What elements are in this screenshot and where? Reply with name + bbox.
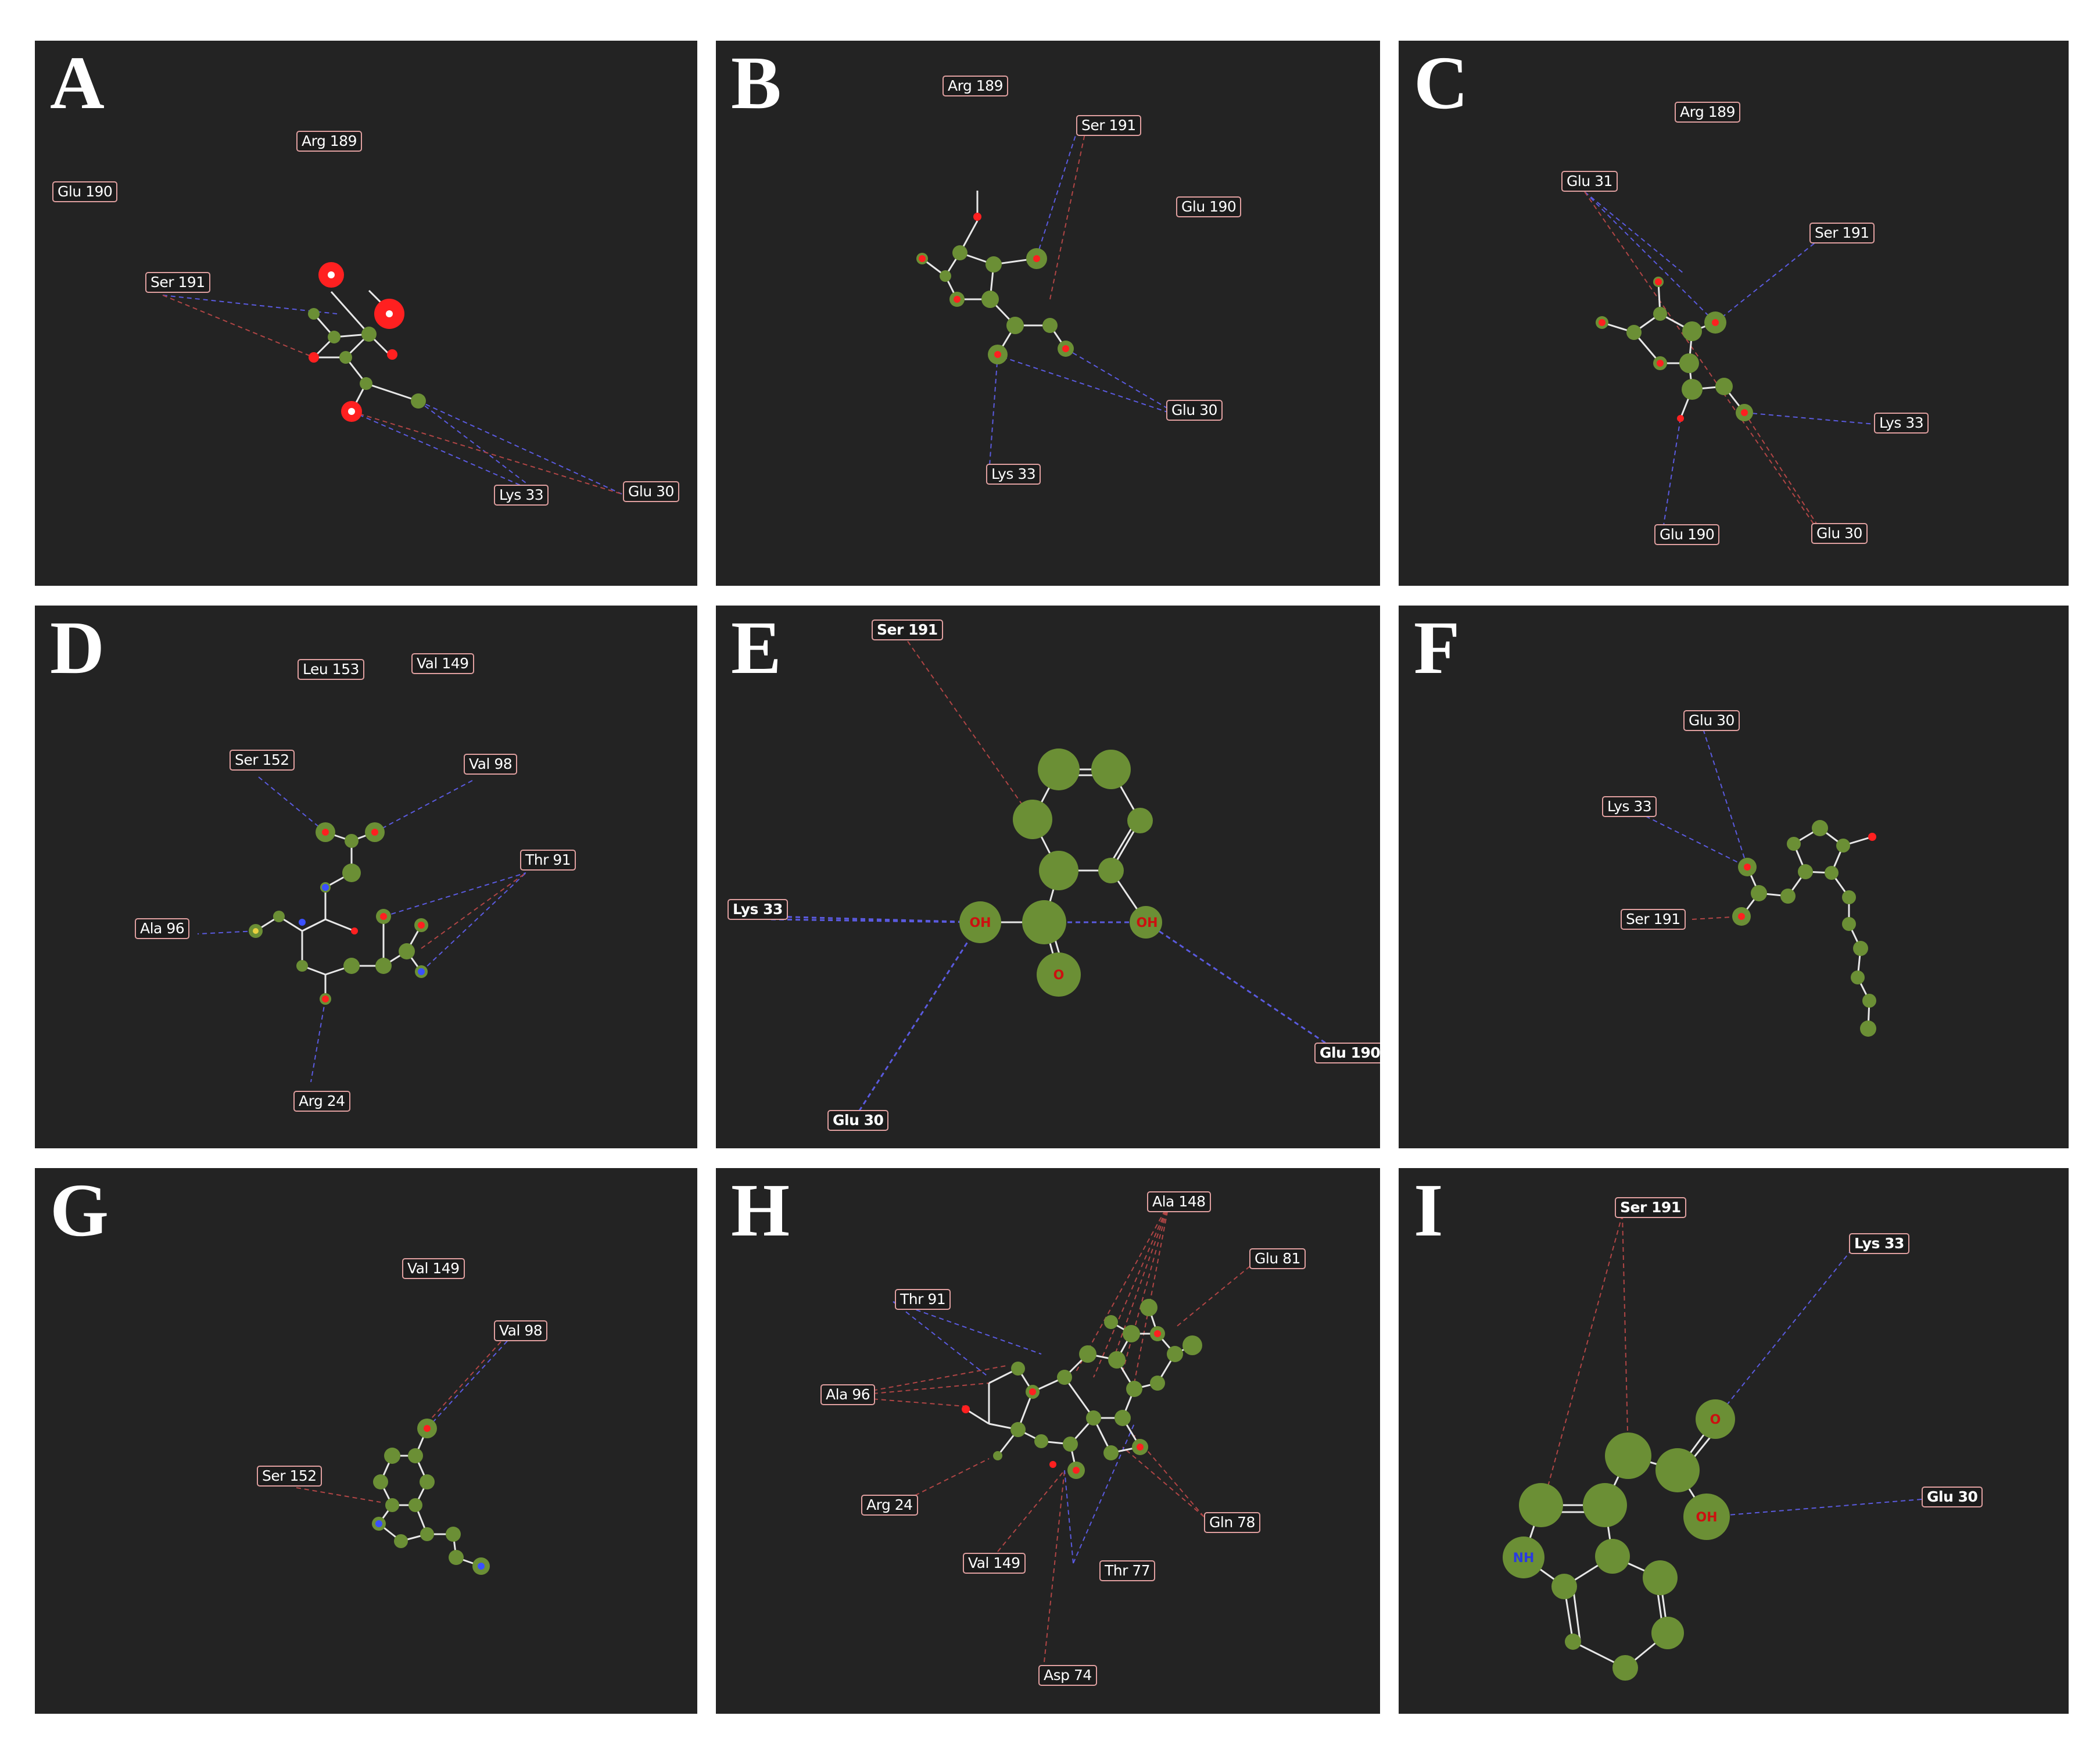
ligand-diagram-f [1630,721,1876,1037]
residue-label: Thr 91 [520,850,576,871]
residue-label: Val 98 [494,1320,548,1341]
residue-label: Val 98 [464,754,518,775]
panel-letter: H [731,1169,790,1252]
panel-letter: D [50,606,105,690]
panel-letter: A [50,41,105,125]
residue-label: Ser 191 [1809,223,1875,243]
residue-label: Glu 30 [1811,523,1868,544]
residue-label: Ser 191 [872,619,943,640]
panel-d: D Leu 153 Val 149 Ser 152 Val 98 Thr 91 … [35,606,697,1148]
residue-label: Glu 30 [1683,710,1740,731]
residue-label: Asp 74 [1038,1665,1097,1686]
residue-label: Glu 30 [623,481,679,502]
panel-letter: C [1414,41,1468,125]
residue-label: Lys 33 [986,464,1041,485]
ligand-diagram-b [916,133,1176,474]
residue-label: Ala 96 [135,918,190,939]
residue-label: Arg 189 [943,76,1008,96]
panel-b: B Arg 189 Ser 191 Glu 190 Glu 30 Lys 33 [716,41,1380,586]
atom-label: O [1053,968,1065,983]
ligand-diagram-c [1584,191,1876,529]
panel-letter: E [731,606,782,690]
atom-label: OH [1136,916,1157,930]
residue-label: Leu 153 [298,659,364,680]
panel-letter: F [1414,606,1460,690]
residue-label: Ala 148 [1147,1191,1211,1212]
panel-a: A Arg 189 Glu 190 Ser 191 Lys 33 Glu 30 [35,41,697,586]
residue-label: Lys 33 [1849,1233,1909,1254]
atom-label: NH [1513,1551,1535,1566]
ligand-diagram-d [197,776,526,1083]
residue-label: Glu 30 [1166,400,1223,421]
residue-label: Glu 31 [1561,171,1618,192]
residue-label: Glu 81 [1249,1248,1306,1269]
panel-letter: B [731,41,782,125]
residue-label: Lys 33 [1602,796,1657,817]
residue-label: Thr 77 [1099,1560,1156,1581]
residue-label: Glu 30 [1922,1487,1983,1507]
residue-label: Ser 191 [1076,115,1141,136]
ligand-diagram-i: O OH NH [1503,1214,1922,1681]
ligand-diagram-e: OH OH O [771,634,1341,1118]
residue-label: Ser 191 [1615,1197,1686,1218]
residue-label: Ala 96 [820,1384,876,1405]
residue-label: Glu 30 [827,1110,889,1131]
ligand-diagram-h [840,1202,1257,1663]
residue-label: Ser 191 [145,272,210,293]
residue-label: Gln 78 [1204,1512,1260,1533]
residue-label: Ser 191 [1621,909,1686,930]
residue-label: Lys 33 [1874,413,1929,434]
ligand-diagram-a [162,262,622,495]
residue-label: Glu 190 [1176,196,1242,217]
panel-g: G Val 149 Val 98 Ser 152 [35,1168,697,1714]
residue-label: Glu 190 [1314,1043,1380,1063]
residue-label: Glu 190 [1654,524,1720,545]
residue-label: Lys 33 [494,485,549,506]
residue-label: Val 149 [402,1258,465,1279]
panel-i: O OH NH I Ser 191 Lys 33 Glu 30 [1399,1168,2069,1714]
atom-label: OH [1696,1510,1717,1525]
residue-label: Thr 91 [895,1289,951,1310]
residue-label: Val 149 [963,1553,1026,1574]
residue-label: Glu 190 [52,181,118,202]
panel-c: C Arg 189 Glu 31 Ser 191 Lys 33 Glu 190 … [1399,41,2069,586]
residue-label: Arg 24 [861,1495,918,1516]
ligand-diagram-g [296,1336,512,1575]
residue-label: Lys 33 [728,899,788,920]
atom-label: O [1710,1413,1721,1427]
residue-label: Arg 189 [1675,102,1740,123]
panel-letter: G [50,1169,109,1252]
panel-h: H Ala 148 Glu 81 Thr 91 Ala 96 Arg 24 Gl… [716,1168,1380,1714]
residue-label: Ser 152 [257,1466,322,1487]
residue-label: Val 149 [411,653,474,674]
residue-label: Arg 24 [293,1091,350,1112]
panel-f: F Glu 30 Lys 33 Ser 191 [1399,606,2069,1148]
atom-label: OH [969,916,991,930]
panel-e: OH OH O E Ser 191 Lys 33 Glu 190 Glu 30 [716,606,1380,1148]
panel-letter: I [1414,1169,1443,1252]
residue-label: Ser 152 [230,750,295,771]
residue-label: Arg 189 [296,131,362,152]
